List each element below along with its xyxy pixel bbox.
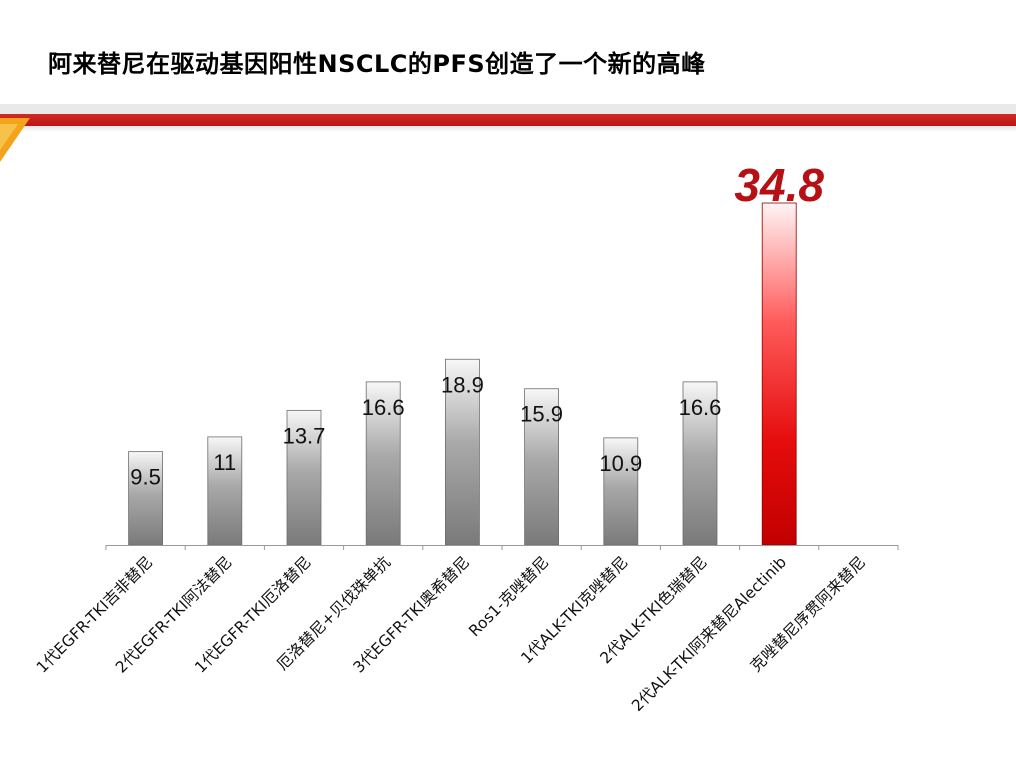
- value-label: 18.9: [441, 372, 484, 397]
- page-title: 阿来替尼在驱动基因阳性NSCLC的PFS创造了一个新的高峰: [48, 50, 706, 78]
- value-label: 11: [213, 450, 236, 475]
- header-band-underline: [0, 126, 1016, 132]
- value-label: 10.9: [599, 451, 642, 476]
- bar: [207, 436, 243, 546]
- bar: [524, 388, 559, 546]
- bar: [444, 358, 480, 546]
- value-label: 9.5: [130, 465, 161, 490]
- category-label: 2代ALK-TKI阿来替尼Alectinib: [628, 553, 790, 715]
- bar: [128, 451, 164, 546]
- value-label: 16.6: [362, 395, 405, 420]
- header-band-shadow: [0, 104, 1016, 114]
- header-decoration: [0, 104, 1016, 162]
- category-label: Ros1-克唑替尼: [465, 553, 552, 640]
- corner-orange-accent-inner: [0, 124, 18, 150]
- value-label: 16.6: [679, 395, 722, 420]
- bar: [682, 381, 718, 546]
- value-label-highlight: 34.8: [734, 159, 824, 211]
- bar: [603, 437, 639, 546]
- value-label: 15.9: [520, 402, 563, 427]
- bar-highlight: [761, 202, 797, 546]
- header-red-band: [0, 114, 1016, 126]
- bar: [286, 409, 322, 546]
- bar: [365, 381, 401, 546]
- value-label: 13.7: [283, 423, 326, 448]
